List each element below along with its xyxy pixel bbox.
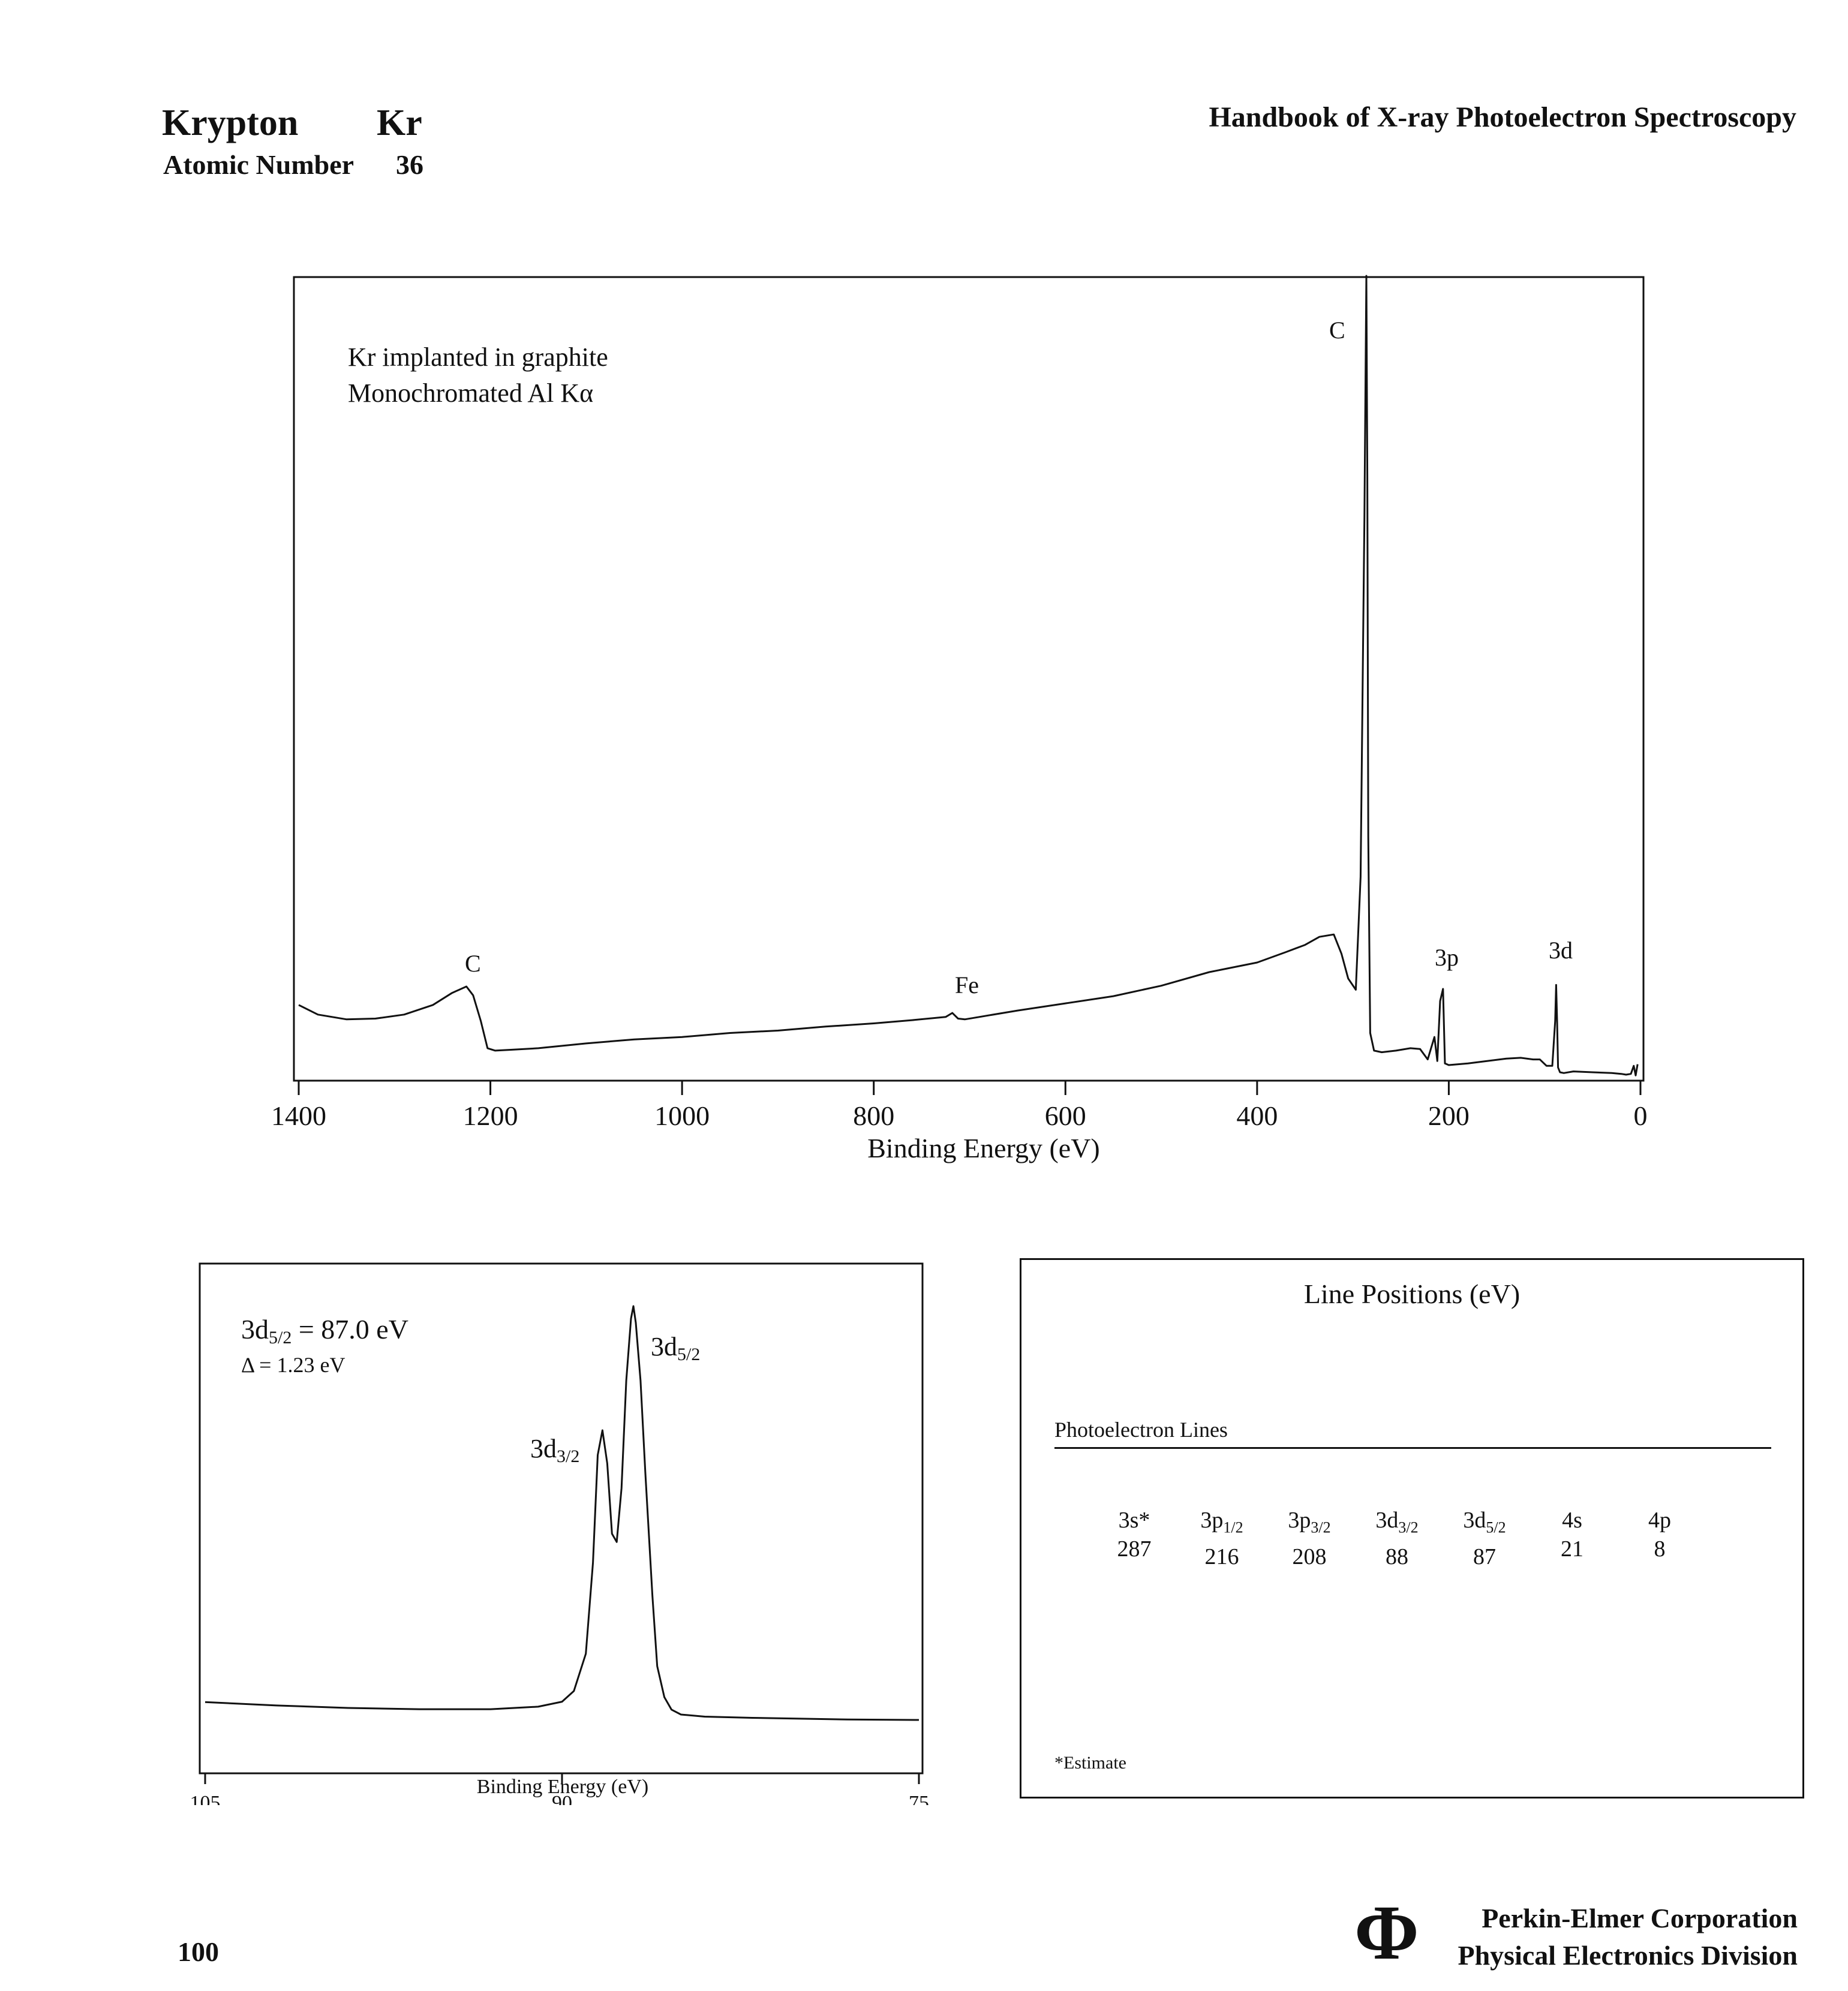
line-position-value: 216	[1204, 1544, 1239, 1569]
line-positions-box: Line Positions (eV) Photoelectron Lines …	[1020, 1258, 1804, 1798]
survey-peak-label-c-auger: C	[465, 950, 481, 977]
survey-peak-label-c-main: C	[1329, 317, 1345, 344]
survey-x-tick-label: 1200	[463, 1100, 518, 1131]
detail-delta: Δ = 1.23 eV	[241, 1353, 345, 1377]
footer-corporation: Perkin-Elmer Corporation Physical Electr…	[1458, 1900, 1798, 1974]
photoelectron-lines-label: Photoelectron Lines	[1054, 1418, 1228, 1442]
line-position-orbital: 3d3/2	[1375, 1508, 1419, 1536]
line-position-orbital: 4p	[1648, 1508, 1671, 1533]
survey-peak-label-fe: Fe	[955, 972, 979, 998]
detail-x-axis-label: Binding Energy (eV)	[477, 1776, 648, 1798]
detail-series-line	[205, 1305, 920, 1721]
line-position-value: 208	[1292, 1544, 1327, 1569]
photoelectron-lines-rule	[1054, 1447, 1771, 1449]
detail-x-tick-label: 75	[909, 1792, 929, 1805]
line-positions-columns: 3s* 287 3p1/2 216 3p3/2 208 3d3/2 88 3d5/2 87 4s 21…	[1090, 1506, 1703, 1571]
detail-x-tick-label: 105	[190, 1792, 221, 1805]
footer-corp-line2: Physical Electronics Division	[1458, 1940, 1798, 1971]
estimate-footnote: *Estimate	[1054, 1753, 1126, 1773]
line-position-column: 3p1/2 216	[1178, 1506, 1266, 1571]
detail-summary-line: 3d5/2 = 87.0 eV	[241, 1314, 408, 1348]
atomic-number-label: Atomic Number	[163, 149, 354, 180]
line-position-value: 8	[1654, 1536, 1666, 1562]
survey-x-tick-label: 200	[1428, 1100, 1470, 1131]
line-position-column: 4p 8	[1616, 1506, 1703, 1571]
line-position-value: 87	[1473, 1544, 1496, 1569]
survey-peak-label-3p: 3p	[1435, 944, 1459, 971]
element-symbol: Kr	[377, 103, 422, 143]
phi-logo: Φ	[1354, 1890, 1419, 1976]
line-position-orbital: 4s	[1562, 1508, 1582, 1533]
line-position-column: 3s* 287	[1090, 1506, 1178, 1571]
detail-peak-label-3-2: 3d3/2	[530, 1434, 579, 1466]
line-position-orbital: 3s*	[1118, 1508, 1150, 1533]
line-position-value: 21	[1561, 1536, 1583, 1562]
atomic-number: 36	[396, 149, 423, 180]
footer-corp-line1: Perkin-Elmer Corporation	[1482, 1903, 1798, 1933]
survey-peak-label-3d: 3d	[1549, 937, 1573, 964]
line-position-orbital: 3p1/2	[1200, 1508, 1243, 1536]
element-name: Krypton	[162, 103, 299, 143]
line-position-value: 287	[1117, 1536, 1152, 1562]
survey-series-line	[298, 275, 1639, 1076]
line-position-orbital: 3p3/2	[1288, 1508, 1331, 1536]
line-position-column: 3d3/2 88	[1353, 1506, 1441, 1571]
survey-annotation-line1: Kr implanted in graphite	[348, 342, 608, 372]
survey-x-tick-label: 1000	[654, 1100, 710, 1131]
line-position-column: 3d5/2 87	[1441, 1506, 1528, 1571]
line-position-column: 3p3/2 208	[1266, 1506, 1353, 1571]
survey-x-tick-label: 0	[1634, 1100, 1648, 1131]
survey-annotation-line2: Monochromated Al Kα	[348, 378, 593, 408]
survey-plot-frame	[293, 276, 1645, 1082]
survey-x-tick-label: 400	[1236, 1100, 1278, 1131]
survey-x-tick-label: 800	[853, 1100, 894, 1131]
survey-x-axis-label: Binding Energy (eV)	[867, 1133, 1100, 1163]
survey-x-tick-label: 600	[1045, 1100, 1086, 1131]
survey-spectrum-chart: 1400 1200 1000 800 600 400 200 0 Kr implanted i…	[271, 275, 1648, 1163]
line-position-column: 4s 21	[1528, 1506, 1616, 1571]
detail-peak-label-5-2: 3d5/2	[651, 1332, 700, 1364]
survey-x-tick-label: 1400	[271, 1100, 326, 1131]
detail-x-tick-label: 90	[552, 1792, 572, 1805]
detail-spectrum-chart: 105 90 75 3d5/2 = 87.0 eV Δ = 1.23 eV 3d5/…	[190, 1262, 929, 1805]
page-number: 100	[178, 1936, 219, 1967]
handbook-title: Handbook of X-ray Photoelectron Spectros…	[1209, 101, 1796, 133]
line-positions-title: Line Positions (eV)	[1303, 1279, 1521, 1309]
line-position-value: 88	[1386, 1544, 1408, 1569]
line-position-orbital: 3d5/2	[1463, 1508, 1506, 1536]
